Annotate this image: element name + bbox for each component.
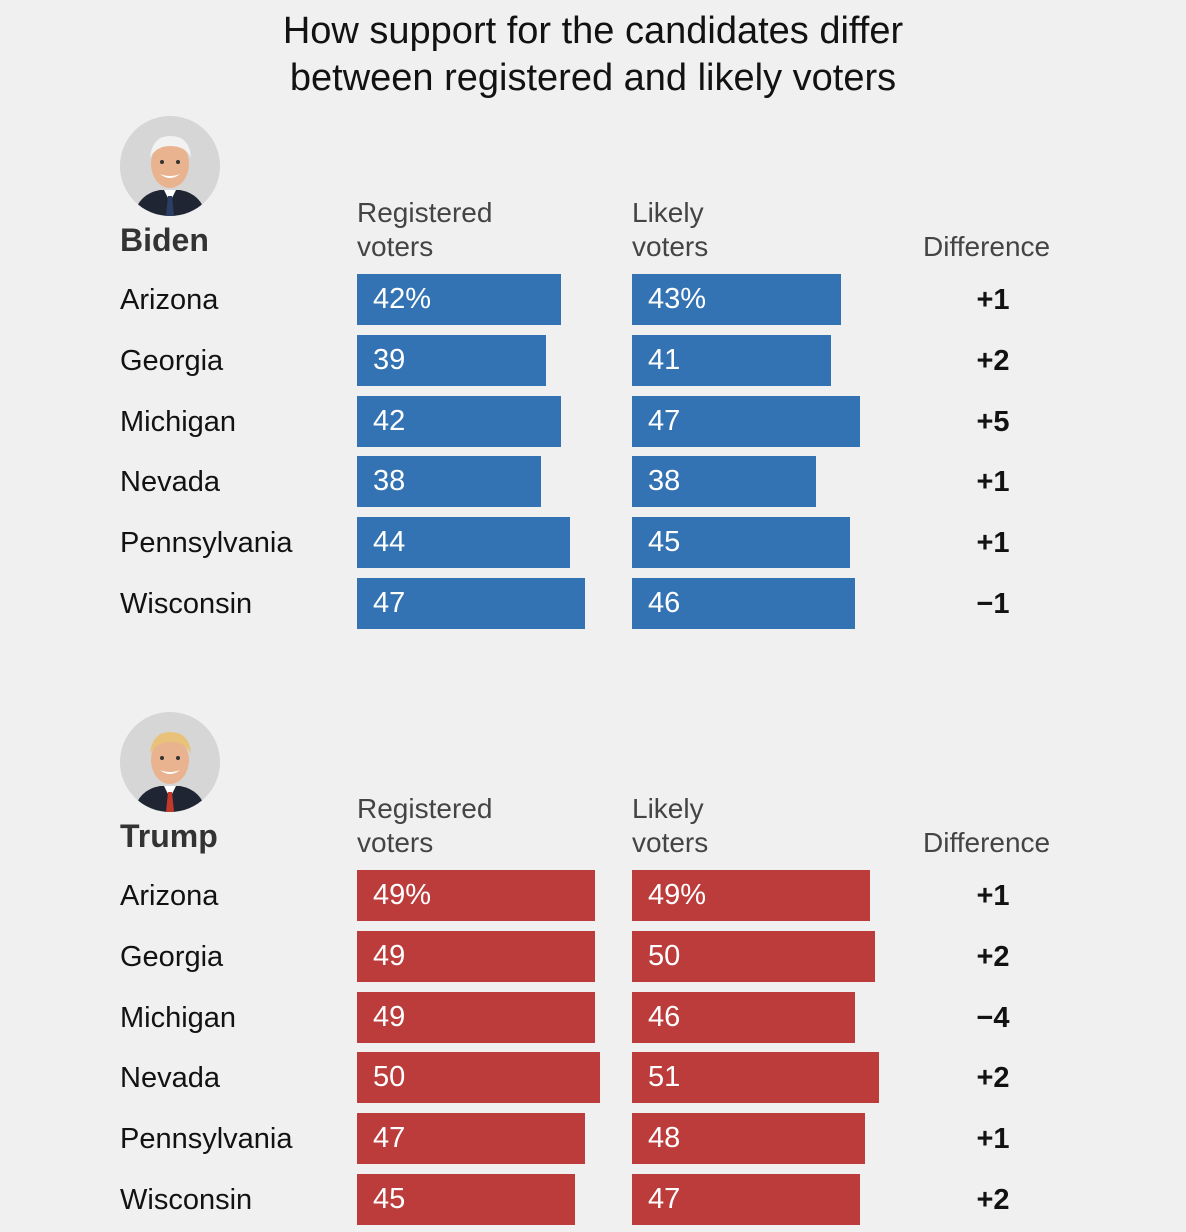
trump-portrait-image xyxy=(120,712,220,812)
registered-header-line1: Registered xyxy=(357,793,493,824)
likely-bar xyxy=(632,930,875,982)
registered-value-label: 47 xyxy=(373,587,406,619)
likely-header-line2: voters xyxy=(632,827,709,858)
state-label: Arizona xyxy=(120,880,219,912)
registered-value-label: 49 xyxy=(373,939,406,972)
likely-value-label: 48 xyxy=(648,1122,681,1155)
likely-value-label: 45 xyxy=(648,526,681,559)
likely-bar xyxy=(632,395,860,447)
chart-title-line2: between registered and likely voters xyxy=(289,57,897,99)
likely-value-label: 41 xyxy=(648,343,681,376)
likely-value-label: 46 xyxy=(648,587,681,619)
difference-value: +1 xyxy=(976,1123,1010,1156)
difference-value: −4 xyxy=(976,1001,1010,1034)
state-label: Georgia xyxy=(120,940,224,973)
likely-value-label: 43% xyxy=(648,283,707,315)
likely-value-label: 47 xyxy=(648,404,681,437)
likely-bar xyxy=(632,334,831,386)
difference-value: −1 xyxy=(976,588,1010,620)
registered-bar xyxy=(357,930,595,982)
state-label: Pennsylvania xyxy=(120,527,293,560)
registered-bar xyxy=(357,991,595,1043)
registered-bar xyxy=(357,395,561,447)
registered-bar xyxy=(357,1052,600,1104)
registered-bar xyxy=(357,456,542,508)
difference-header: Difference xyxy=(923,231,1051,262)
likely-bar xyxy=(632,1052,880,1104)
likely-voters-header: Likely voters xyxy=(632,196,708,264)
likely-voters-header: Likely voters xyxy=(632,792,708,860)
registered-value-label: 39 xyxy=(373,343,406,376)
registered-voters-header: Registered voters xyxy=(357,792,492,860)
likely-bar xyxy=(632,1113,865,1165)
state-label: Georgia xyxy=(120,344,224,377)
state-label: Pennsylvania xyxy=(120,1123,293,1156)
state-label: Wisconsin xyxy=(120,1184,253,1216)
likely-bar xyxy=(632,517,851,569)
likely-bar xyxy=(632,456,817,508)
difference-value: +2 xyxy=(976,344,1010,377)
registered-value-label: 50 xyxy=(373,1061,406,1094)
registered-value-label: 38 xyxy=(373,465,406,498)
likely-value-label: 50 xyxy=(648,939,681,972)
likely-bar xyxy=(632,578,856,629)
difference-header: Difference xyxy=(923,827,1051,858)
registered-bar xyxy=(357,1113,585,1165)
trump-portrait xyxy=(120,712,220,812)
registered-value-label: 45 xyxy=(373,1183,406,1215)
state-label: Arizona xyxy=(120,284,219,316)
difference-value: +5 xyxy=(976,405,1010,438)
state-label: Wisconsin xyxy=(120,588,253,620)
state-label: Michigan xyxy=(120,405,237,438)
likely-value-label: 46 xyxy=(648,1000,681,1033)
chart-title: How support for the candidates differ be… xyxy=(0,8,1186,102)
difference-value: +2 xyxy=(976,1062,1010,1095)
state-label: Nevada xyxy=(120,1062,220,1095)
difference-value: +1 xyxy=(976,527,1010,560)
registered-bar xyxy=(357,870,595,921)
likely-value-label: 51 xyxy=(648,1061,681,1094)
registered-bar xyxy=(357,334,547,386)
biden-portrait xyxy=(120,116,220,216)
likely-bar xyxy=(632,991,856,1043)
registered-value-label: 42 xyxy=(373,404,406,437)
registered-bar xyxy=(357,1174,576,1225)
likely-value-label: 47 xyxy=(648,1183,681,1215)
difference-value: +2 xyxy=(976,1184,1010,1216)
chart-title-line1: How support for the candidates differ xyxy=(282,10,904,52)
difference-value: +1 xyxy=(976,466,1010,499)
likely-bar xyxy=(632,1174,860,1225)
registered-header-line2: voters xyxy=(357,827,434,858)
difference-value: +1 xyxy=(976,284,1010,316)
registered-voters-header: Registered voters xyxy=(357,196,492,264)
registered-value-label: 49 xyxy=(373,1000,406,1033)
likely-value-label: 38 xyxy=(648,465,681,498)
difference-value: +2 xyxy=(976,940,1010,973)
registered-value-label: 42% xyxy=(373,283,432,315)
state-label: Michigan xyxy=(120,1001,237,1034)
likely-header-line2: voters xyxy=(632,231,709,262)
registered-header-line2: voters xyxy=(357,231,434,262)
registered-value-label: 44 xyxy=(373,526,406,559)
trump-heading: Trump xyxy=(120,818,218,854)
likely-value-label: 49% xyxy=(648,879,707,911)
state-label: Nevada xyxy=(120,466,220,499)
difference-value: +1 xyxy=(976,880,1010,912)
registered-value-label: 47 xyxy=(373,1122,406,1155)
biden-heading: Biden xyxy=(120,222,209,258)
likely-bar xyxy=(632,274,841,325)
biden-portrait-image xyxy=(120,116,220,216)
likely-header-line1: Likely xyxy=(632,197,704,228)
registered-value-label: 49% xyxy=(373,879,432,911)
likely-bar xyxy=(632,870,870,921)
registered-header-line1: Registered xyxy=(357,197,493,228)
registered-bar xyxy=(357,517,571,569)
registered-bar xyxy=(357,274,561,325)
likely-header-line1: Likely xyxy=(632,793,704,824)
registered-bar xyxy=(357,578,585,629)
